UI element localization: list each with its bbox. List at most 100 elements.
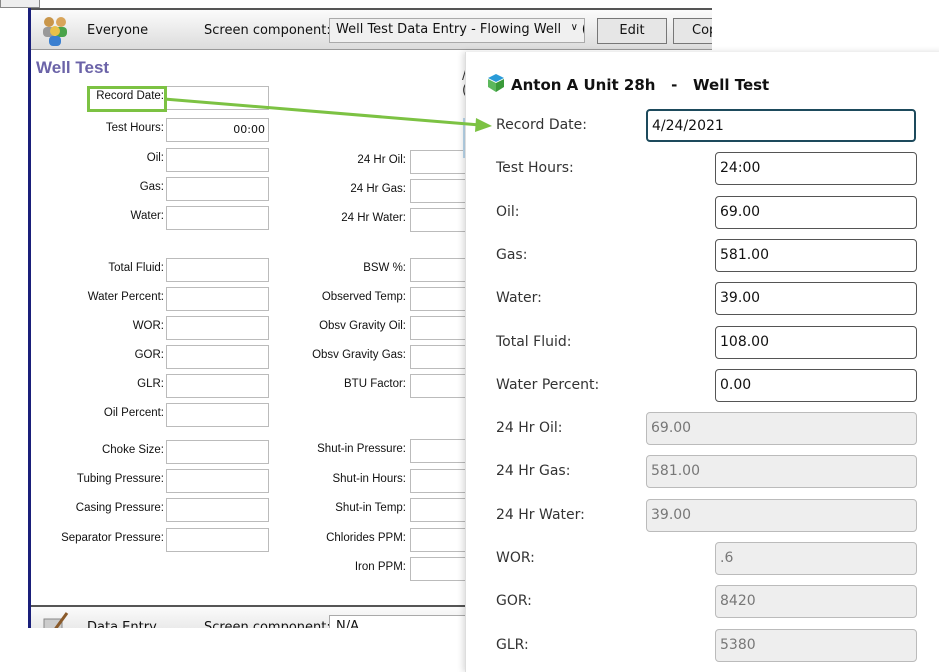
field-label-row: 24 Hr Oil: bbox=[31, 150, 406, 174]
field-input[interactable] bbox=[166, 403, 269, 427]
field-input[interactable] bbox=[410, 287, 470, 311]
field-label: Water: bbox=[130, 210, 164, 222]
panel-field-label: Test Hours: bbox=[496, 160, 574, 177]
field-label: Water Percent: bbox=[87, 291, 164, 303]
panel-field-input[interactable]: 581.00 bbox=[715, 238, 917, 272]
field-label: GLR: bbox=[137, 378, 164, 390]
field-input[interactable] bbox=[166, 148, 269, 172]
field-label-row: Shut-in Hours: bbox=[31, 469, 406, 493]
field-input[interactable] bbox=[410, 316, 470, 340]
field-input[interactable] bbox=[410, 374, 470, 398]
field-input[interactable] bbox=[166, 287, 269, 311]
screen-name: Well Test bbox=[693, 76, 770, 94]
field-label-row: Oil: bbox=[31, 148, 164, 172]
field-input[interactable] bbox=[410, 179, 470, 203]
field-label-row: 24 Hr Gas: bbox=[31, 179, 406, 203]
field-input[interactable] bbox=[410, 208, 470, 232]
field-label: Iron PPM: bbox=[354, 561, 406, 573]
panel-field-input[interactable]: 39.00 bbox=[715, 282, 917, 316]
panel-field-label: GOR: bbox=[496, 593, 532, 610]
panel-field-label: 24 Hr Water: bbox=[496, 506, 585, 523]
panel-field-label: GLR: bbox=[496, 636, 529, 653]
panel-field-input[interactable]: 69.00 bbox=[715, 195, 917, 229]
field-label-row: Casing Pressure: bbox=[31, 498, 164, 522]
panel-field-input: 581.00 bbox=[646, 455, 917, 489]
window-corner bbox=[0, 0, 40, 8]
field-input[interactable] bbox=[410, 258, 470, 282]
select-value: Well Test Data Entry - Flowing Well bbox=[336, 22, 562, 37]
field-label: Obsv Gravity Oil: bbox=[319, 320, 406, 332]
screen-component-label: Screen component: bbox=[204, 620, 331, 628]
field-label-row: Shut-in Pressure: bbox=[31, 439, 406, 463]
field-input[interactable] bbox=[410, 557, 470, 581]
field-input[interactable] bbox=[166, 258, 269, 282]
app-logo-icon bbox=[488, 74, 504, 92]
well-test-panel: Anton A Unit 28h - Well Test Record Date… bbox=[465, 52, 939, 672]
clipped-text: /( bbox=[462, 68, 467, 98]
field-label-row: Shut-in Temp: bbox=[31, 498, 406, 522]
field-label: Observed Temp: bbox=[321, 291, 406, 303]
field-input[interactable] bbox=[410, 469, 470, 493]
panel-field-label: Oil: bbox=[496, 203, 520, 220]
panel-field-input: .6 bbox=[715, 542, 917, 575]
well-name: Anton A Unit 28h bbox=[511, 76, 656, 94]
copy-button[interactable]: Cop bbox=[673, 18, 712, 44]
field-input[interactable] bbox=[166, 374, 269, 398]
clipboard-pencil-icon bbox=[43, 612, 69, 628]
panel-field-label: Record Date: bbox=[496, 117, 587, 133]
field-label: Shut-in Temp: bbox=[335, 502, 406, 514]
field-label-row: WOR: bbox=[31, 316, 164, 340]
panel-title: Anton A Unit 28h - Well Test bbox=[511, 76, 769, 94]
field-label-row: Water: bbox=[31, 206, 164, 230]
users-icon bbox=[43, 17, 67, 46]
field-label: Tubing Pressure: bbox=[76, 473, 164, 485]
field-input[interactable] bbox=[166, 316, 269, 340]
field-label-row: Gas: bbox=[31, 177, 164, 201]
panel-field-input[interactable]: 4/24/2021 bbox=[646, 109, 916, 142]
field-label: Total Fluid: bbox=[108, 262, 164, 274]
field-input[interactable] bbox=[410, 150, 470, 174]
edit-button[interactable]: Edit bbox=[597, 18, 667, 44]
field-label: Chlorides PPM: bbox=[326, 532, 406, 544]
field-input[interactable] bbox=[410, 528, 470, 552]
panel-field-label: 24 Hr Oil: bbox=[496, 420, 563, 437]
field-label-row: Oil Percent: bbox=[31, 403, 164, 427]
panel-field-input: 39.00 bbox=[646, 498, 917, 532]
field-label: BSW %: bbox=[363, 262, 406, 274]
field-input[interactable] bbox=[166, 528, 269, 552]
field-label: Casing Pressure: bbox=[75, 502, 164, 514]
field-label-row: 24 Hr Water: bbox=[31, 208, 406, 232]
field-label: 24 Hr Water: bbox=[341, 212, 406, 224]
field-label: Choke Size: bbox=[101, 444, 164, 456]
field-input[interactable] bbox=[166, 86, 269, 110]
panel-field-input[interactable]: 0.00 bbox=[715, 368, 917, 402]
field-label-row: Tubing Pressure: bbox=[31, 469, 164, 493]
screen-component-select[interactable]: Well Test Data Entry - Flowing Well (# ∨ bbox=[329, 18, 585, 43]
field-label: 24 Hr Gas: bbox=[350, 183, 406, 195]
field-label-row: Test Hours: bbox=[31, 118, 164, 142]
field-input[interactable] bbox=[410, 498, 470, 522]
top-toolbar: Everyone Screen component: Well Test Dat… bbox=[31, 8, 712, 50]
field-input[interactable] bbox=[410, 345, 470, 369]
field-input[interactable]: 00:00 bbox=[166, 118, 269, 142]
field-input[interactable] bbox=[166, 345, 269, 369]
field-label: Oil: bbox=[146, 152, 164, 164]
panel-field-input[interactable]: 24:00 bbox=[715, 152, 917, 186]
field-input[interactable] bbox=[166, 498, 269, 522]
panel-field-label: Water: bbox=[496, 290, 542, 307]
field-label-row: Water Percent: bbox=[31, 287, 164, 311]
field-label-row: Choke Size: bbox=[31, 440, 164, 464]
field-input[interactable] bbox=[166, 469, 269, 493]
field-label: Shut-in Hours: bbox=[332, 473, 406, 485]
field-label-row: Iron PPM: bbox=[31, 557, 406, 581]
field-label-row: GLR: bbox=[31, 374, 164, 398]
field-label: Gas: bbox=[139, 181, 164, 193]
field-input[interactable] bbox=[166, 440, 269, 464]
field-label-row: GOR: bbox=[31, 345, 164, 369]
panel-field-input[interactable]: 108.00 bbox=[715, 325, 917, 359]
field-input[interactable] bbox=[166, 206, 269, 230]
field-input[interactable] bbox=[410, 439, 470, 463]
field-input[interactable] bbox=[166, 177, 269, 201]
form-title: Well Test bbox=[36, 58, 110, 77]
record-date-highlight bbox=[87, 86, 167, 112]
